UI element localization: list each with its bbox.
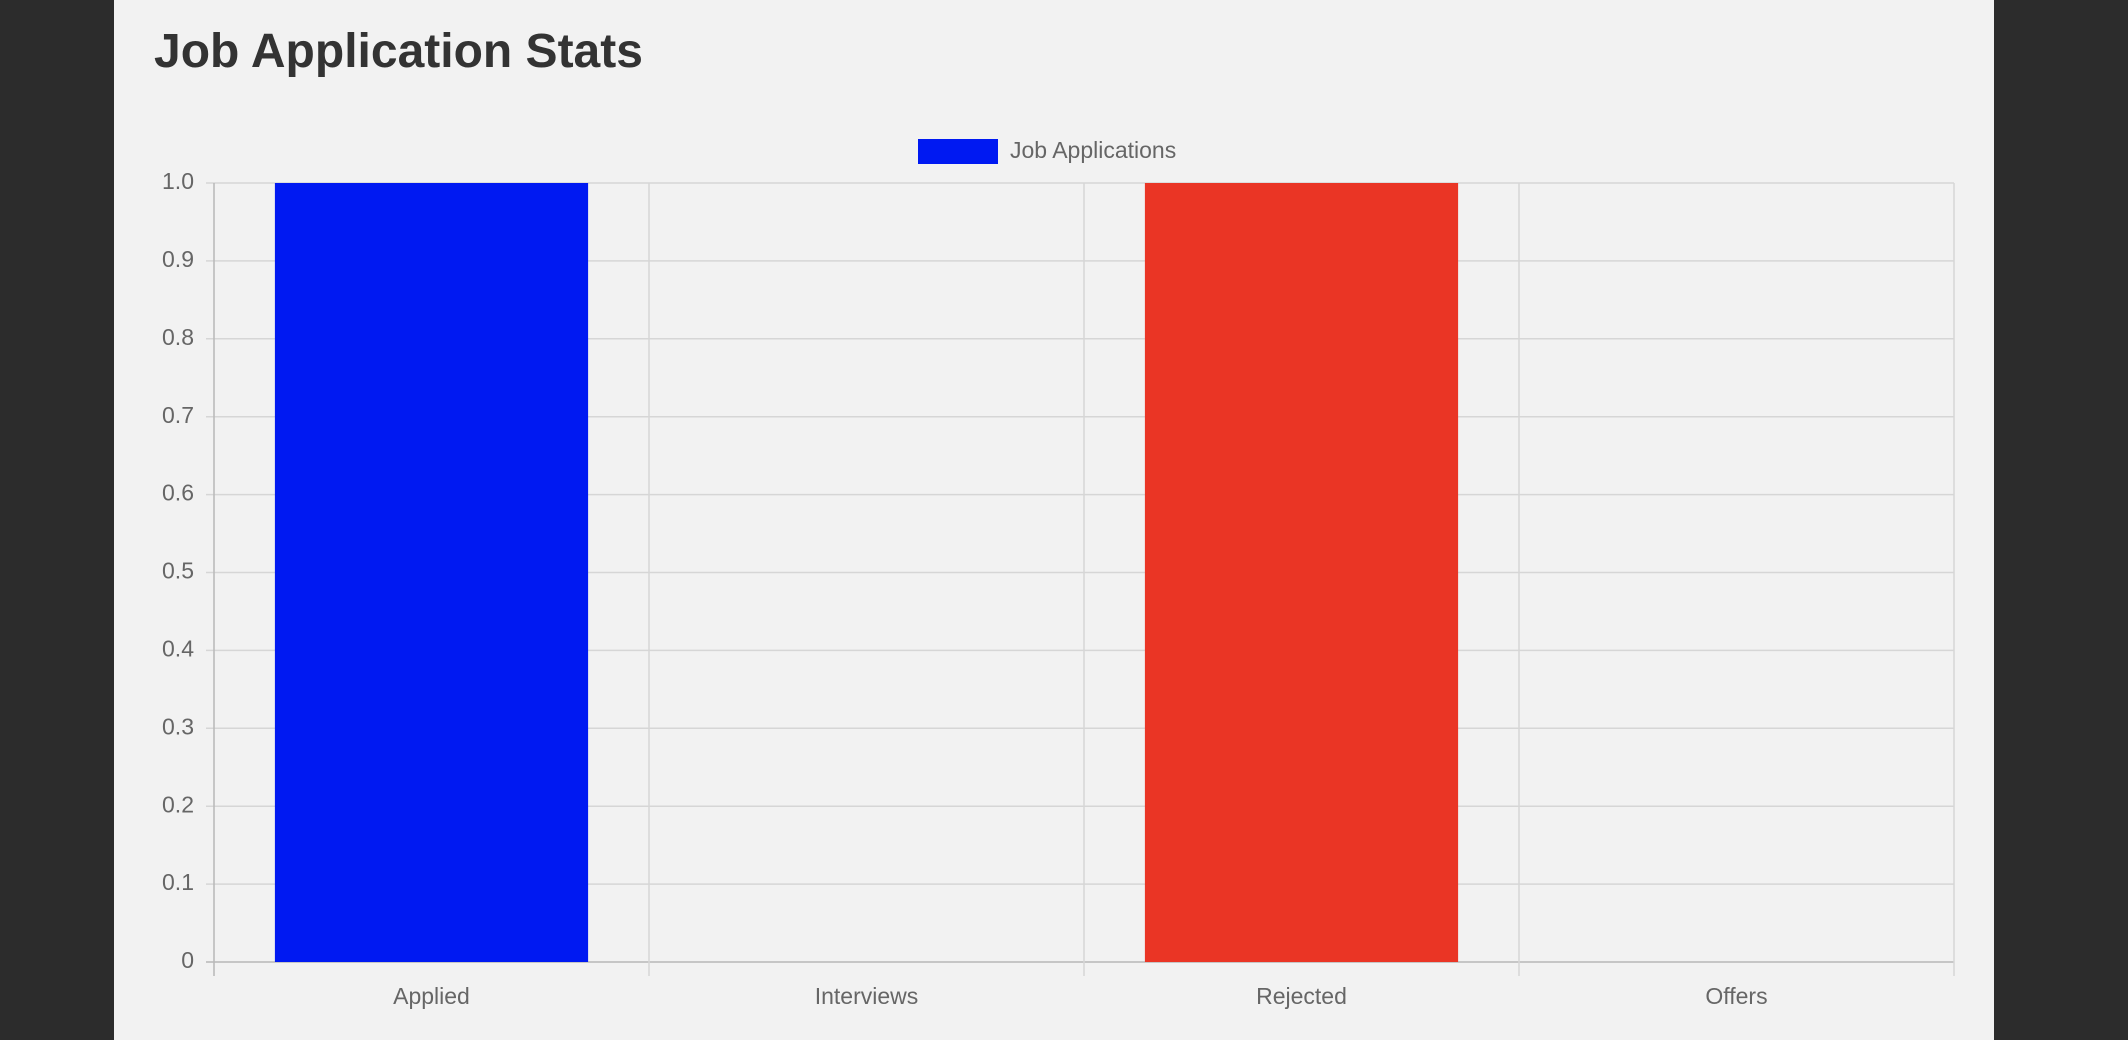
bar-applied	[274, 183, 589, 962]
y-tick-label: 0.4	[162, 635, 194, 661]
legend[interactable]: Job Applications	[918, 137, 1176, 164]
bars	[274, 183, 1459, 962]
x-tick-label: Interviews	[815, 983, 919, 1009]
x-axis-labels: Applied Interviews Rejected Offers	[393, 983, 1767, 1009]
y-tick-label: 0.6	[162, 480, 194, 506]
legend-swatch	[918, 139, 998, 164]
y-tick-label: 0.8	[162, 324, 194, 350]
y-tick-label: 0.2	[162, 791, 194, 817]
legend-label: Job Applications	[1010, 137, 1176, 163]
page-title: Job Application Stats	[154, 25, 643, 78]
x-tick-label: Rejected	[1256, 983, 1347, 1009]
page-container: Job Application Stats Job Applications 0…	[114, 0, 1994, 1040]
y-tick-label: 0.7	[162, 402, 194, 428]
x-tick-label: Applied	[393, 983, 470, 1009]
y-tick-label: 0.5	[162, 558, 194, 584]
bar-chart: Job Applications 00.10.20.30.40.50.60.70…	[162, 137, 1955, 1009]
bar-rejected	[1144, 183, 1459, 962]
y-tick-label: 0.9	[162, 246, 194, 272]
y-tick-label: 0	[181, 947, 194, 973]
y-tick-label: 0.1	[162, 869, 194, 895]
x-tick-label: Offers	[1705, 983, 1767, 1009]
y-tick-label: 0.3	[162, 713, 194, 739]
y-axis-labels: 0 0.1 0.2 0.3 0.4 0.5 0.6 0.7 0.8 0.9 1.0	[162, 168, 194, 973]
y-tick-label: 1.0	[162, 168, 194, 194]
